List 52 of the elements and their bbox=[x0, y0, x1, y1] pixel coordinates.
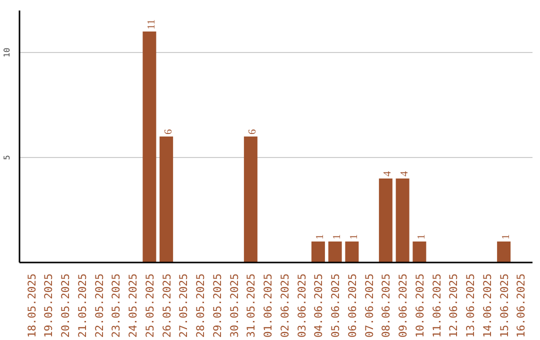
bar bbox=[497, 242, 511, 262]
x-tick-label: 28.05.2025 bbox=[194, 274, 208, 338]
x-tick-label: 21.05.2025 bbox=[76, 274, 89, 338]
data-label: 11 bbox=[146, 19, 158, 30]
bar bbox=[160, 136, 174, 262]
x-tick-label: 14.06.2025 bbox=[480, 274, 494, 338]
x-tick-label: 02.06.2025 bbox=[278, 274, 292, 338]
x-tick-label: 11.06.2025 bbox=[430, 274, 444, 338]
x-tick-label: 13.06.2025 bbox=[464, 274, 478, 338]
x-tick-label: 29.05.2025 bbox=[210, 274, 224, 338]
x-tick-label: 12.06.2025 bbox=[447, 274, 460, 338]
x-tick-label: 05.06.2025 bbox=[329, 274, 342, 338]
bar bbox=[244, 136, 258, 262]
x-tick-label: 27.05.2025 bbox=[177, 274, 190, 338]
x-tick-label: 23.05.2025 bbox=[110, 274, 123, 338]
x-tick-label: 04.06.2025 bbox=[312, 274, 326, 338]
x-tick-label: 31.05.2025 bbox=[244, 274, 258, 338]
x-tick-label: 18.05.2025 bbox=[25, 274, 38, 338]
bar bbox=[142, 32, 156, 262]
x-tick-label: 10.06.2025 bbox=[413, 274, 426, 338]
data-label: 1 bbox=[500, 234, 512, 240]
y-tick-label: 5 bbox=[2, 154, 12, 160]
x-tick-label: 07.06.2025 bbox=[362, 274, 376, 338]
x-tick-label: 26.05.2025 bbox=[160, 274, 174, 338]
data-label: 1 bbox=[315, 234, 326, 240]
x-tick-label: 19.05.2025 bbox=[42, 274, 56, 338]
bar bbox=[345, 242, 359, 262]
x-tick-label: 03.06.2025 bbox=[295, 274, 308, 338]
x-tick-label: 25.05.2025 bbox=[143, 274, 156, 338]
x-tick-label: 24.05.2025 bbox=[126, 274, 140, 338]
bar bbox=[328, 242, 342, 262]
bar bbox=[311, 242, 325, 262]
x-tick-label: 20.05.2025 bbox=[59, 274, 72, 338]
data-label: 6 bbox=[163, 128, 174, 134]
data-label: 4 bbox=[382, 170, 394, 176]
bar bbox=[396, 178, 410, 262]
x-tick-label: 08.06.2025 bbox=[380, 274, 393, 338]
data-label: 1 bbox=[332, 234, 344, 240]
bar bbox=[412, 242, 426, 262]
data-label: 1 bbox=[416, 234, 428, 240]
data-label: 6 bbox=[248, 128, 259, 134]
data-label: 1 bbox=[348, 234, 360, 240]
x-tick-label: 15.06.2025 bbox=[498, 274, 511, 338]
x-tick-label: 09.06.2025 bbox=[396, 274, 410, 338]
bar bbox=[378, 178, 392, 262]
x-tick-label: 16.06.2025 bbox=[514, 274, 528, 338]
y-tick-label: 10 bbox=[2, 48, 12, 58]
x-tick-label: 22.05.2025 bbox=[92, 274, 106, 338]
x-tick-label: 06.06.2025 bbox=[346, 274, 359, 338]
x-tick-label: 01.06.2025 bbox=[262, 274, 275, 338]
data-label: 4 bbox=[400, 170, 411, 176]
x-tick-label: 30.05.2025 bbox=[228, 274, 241, 338]
